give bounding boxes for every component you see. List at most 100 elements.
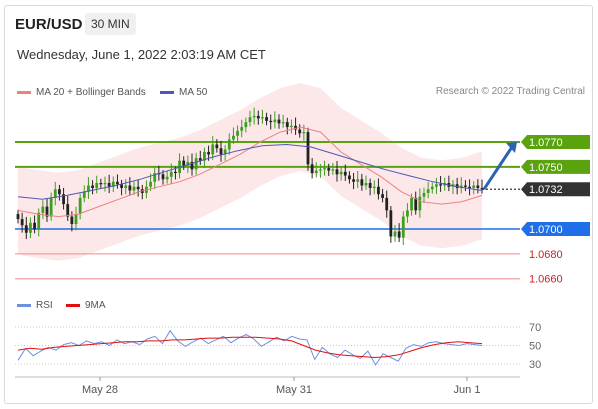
candle	[269, 114, 273, 130]
candle	[393, 225, 397, 242]
candle	[128, 177, 132, 196]
candle-body	[314, 170, 318, 174]
candle-body	[194, 158, 198, 170]
candle	[277, 114, 281, 129]
candle	[87, 177, 90, 200]
candle	[331, 163, 335, 175]
candle-body	[397, 231, 401, 238]
candle-body	[410, 197, 413, 211]
ma20-swatch	[17, 91, 31, 94]
candle	[298, 124, 302, 138]
candle-body	[87, 185, 90, 192]
candle	[323, 160, 326, 176]
candle-body	[20, 219, 24, 226]
candle	[385, 190, 389, 218]
candle-body	[414, 197, 418, 211]
candle	[82, 185, 86, 203]
level-tag-support-3	[521, 222, 590, 236]
candle-body	[58, 189, 61, 195]
candle-body	[294, 125, 297, 130]
candle	[348, 171, 351, 184]
candle-body	[476, 185, 480, 188]
candle-body	[211, 144, 215, 155]
candle-body	[240, 127, 244, 131]
candle	[389, 206, 393, 243]
candle-body	[107, 183, 111, 187]
level-tag-resistance-1	[521, 159, 590, 174]
candle-body	[290, 125, 293, 128]
candle	[244, 117, 248, 133]
candle	[198, 150, 202, 165]
candle	[58, 184, 61, 201]
candle	[91, 180, 94, 195]
candle	[33, 215, 36, 234]
candle-body	[49, 197, 53, 217]
candle-body	[66, 204, 70, 217]
candle-body	[401, 216, 405, 238]
candle	[302, 124, 306, 141]
candle	[294, 117, 297, 135]
candle-body	[277, 119, 281, 124]
candle-body	[182, 160, 186, 166]
legend-ma50-label: MA 50	[179, 87, 208, 98]
candle-body	[372, 186, 376, 188]
candle	[430, 182, 434, 194]
candle-body	[356, 179, 360, 182]
candle-body	[82, 191, 86, 198]
candle	[414, 191, 418, 215]
candle-body	[219, 148, 223, 155]
candle-body	[198, 158, 202, 161]
candle	[165, 170, 169, 184]
projection-arrow-head	[506, 142, 517, 153]
candle-body	[223, 149, 227, 155]
candle	[464, 180, 467, 192]
level-label-resistance-1: 1.0750	[529, 162, 563, 174]
candle-body	[261, 117, 264, 119]
candle	[103, 176, 107, 192]
candle	[310, 158, 314, 179]
candle	[74, 206, 78, 231]
level-label-current-2: 1.0732	[529, 184, 563, 196]
candle	[381, 188, 384, 203]
candle-body	[285, 122, 289, 128]
candle-body	[265, 117, 268, 121]
candle	[377, 178, 380, 200]
candle-body	[339, 171, 343, 175]
candle	[24, 216, 28, 240]
candle-body	[464, 185, 467, 187]
candle-body	[269, 120, 273, 123]
candle	[190, 153, 194, 176]
candle	[194, 152, 198, 175]
candle	[232, 127, 235, 144]
candle	[439, 175, 442, 192]
candle-body	[256, 115, 260, 119]
candle	[16, 209, 20, 224]
legend-9ma-label: 9MA	[85, 300, 106, 311]
candle	[306, 127, 310, 171]
candle	[364, 175, 368, 190]
candle	[459, 177, 463, 194]
candle	[111, 176, 115, 193]
timeframe-badge[interactable]: 30 MIN	[85, 13, 136, 35]
candle	[37, 208, 41, 237]
level-label-target-5: 1.0660	[529, 274, 563, 286]
candle	[265, 112, 268, 126]
level-tag-current-2	[521, 182, 590, 197]
candle	[285, 117, 289, 135]
candle	[227, 133, 231, 155]
candle-body	[103, 183, 107, 185]
candle	[476, 179, 480, 194]
candle	[20, 212, 24, 233]
datetime-label: Wednesday, June 1, 2022 2:03:19 AM CET	[17, 47, 266, 62]
x-tick-label: May 28	[82, 384, 118, 396]
candle-body	[418, 196, 422, 211]
candle-body	[422, 192, 426, 197]
candle-body	[439, 184, 442, 186]
candle	[418, 188, 422, 218]
candle	[256, 110, 260, 125]
candle-body	[29, 222, 32, 233]
candle-body	[236, 130, 239, 136]
candle-body	[62, 194, 65, 205]
candle-body	[335, 169, 339, 175]
candle	[401, 211, 405, 246]
